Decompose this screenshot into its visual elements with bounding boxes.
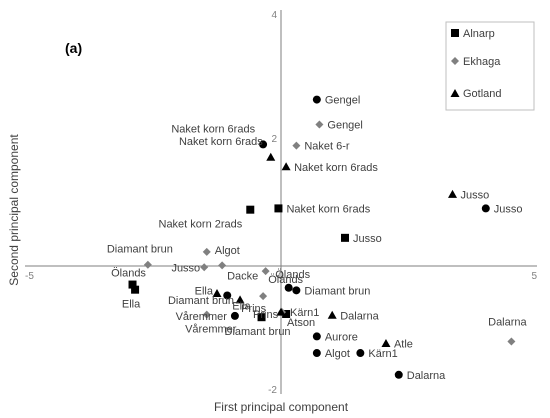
tick-labels: -5 0 5 -2 2 4 <box>25 10 537 396</box>
point-label: Algot <box>215 245 240 257</box>
point-label: Ölands <box>268 274 303 286</box>
point-label: Diamant brun <box>304 285 370 297</box>
gotland-point <box>281 162 291 171</box>
point-label: Naket korn 6rads <box>286 203 370 215</box>
alnarp-point <box>246 205 255 214</box>
ekhaga-point <box>202 247 211 256</box>
ekhaga-point <box>218 261 227 270</box>
point-label: Prins <box>253 309 279 321</box>
x-tick-label: 5 <box>531 271 537 282</box>
legend-marker-alnarp <box>451 29 459 37</box>
gotland-point <box>235 295 245 304</box>
point-label: Atle <box>394 338 413 350</box>
circle-point <box>284 283 293 292</box>
circle-point <box>312 332 321 341</box>
point-label: Gengel <box>325 95 360 107</box>
panel-label: (a) <box>65 40 82 56</box>
x-tick-label: 0 <box>278 271 284 282</box>
gotland-point <box>381 338 391 347</box>
legend-entry-gotland: Gotland <box>450 88 502 100</box>
point-label: Kärn1 <box>368 348 397 360</box>
point-label: Jusso <box>461 189 490 201</box>
point-label: Naket korn 6rads <box>294 162 378 174</box>
x-axis-title: First principal component <box>214 400 349 414</box>
point-label: Atson <box>287 317 315 329</box>
point-label: Ella <box>232 300 251 312</box>
gotland-point <box>212 289 222 298</box>
legend-entry-alnarp: Alnarp <box>451 28 495 40</box>
legend-label-ekhaga: Ekhaga <box>463 56 501 68</box>
ekhaga-point <box>259 292 268 301</box>
point-label: Gengel <box>327 120 362 132</box>
ekhaga-point <box>143 260 152 269</box>
point-label: Aurore <box>325 331 358 343</box>
point-label: Diamant brun <box>225 326 291 338</box>
circle-point <box>259 140 268 149</box>
gotland-point <box>448 189 458 198</box>
point-label: Jusso <box>353 233 382 245</box>
alnarp-point <box>131 285 140 294</box>
ekhaga-point <box>315 120 324 129</box>
point-label: Våremmer <box>176 311 228 323</box>
point-label: Jusso <box>494 203 523 215</box>
legend-box <box>445 21 535 111</box>
data-points <box>128 95 516 379</box>
circle-point <box>312 95 321 104</box>
ekhaga-point <box>292 141 301 150</box>
point-label: Naket 6-r <box>304 141 350 153</box>
point-label: Ella <box>122 299 141 311</box>
circle-point <box>394 370 403 379</box>
y-tick-label: 4 <box>271 10 277 21</box>
alnarp-point <box>128 280 137 289</box>
ekhaga-point <box>200 263 209 272</box>
legend-label-gotland: Gotland <box>463 88 502 100</box>
alnarp-point <box>274 204 283 213</box>
ekhaga-point <box>507 337 516 346</box>
circle-point <box>481 204 490 213</box>
circle-point <box>230 311 239 320</box>
alnarp-point <box>282 310 291 318</box>
legend: Alnarp Ekhaga Gotland <box>445 21 535 111</box>
point-label: Diamant brun <box>107 244 173 256</box>
point-label: Ölands <box>275 269 310 281</box>
ekhaga-point <box>202 310 211 319</box>
point-label: Dalarna <box>488 317 527 329</box>
point-label: Jusso <box>171 262 200 274</box>
point-label: Naket korn 6rads <box>171 123 255 135</box>
y-tick-label: -2 <box>268 385 277 396</box>
legend-entry-ekhaga: Ekhaga <box>451 56 501 68</box>
point-label: Dalarna <box>407 370 446 382</box>
point-label: Våremmer <box>185 324 237 336</box>
point-label: Diamant brun <box>168 295 234 307</box>
legend-marker-gotland <box>450 89 460 97</box>
point-label: Dalarna <box>340 310 379 322</box>
alnarp-point <box>341 233 349 242</box>
alnarp-point <box>257 313 266 322</box>
gotland-point <box>266 152 276 161</box>
ekhaga-point <box>261 267 270 276</box>
gotland-point <box>276 307 286 316</box>
point-label: Prins <box>241 303 267 315</box>
axes <box>25 10 537 394</box>
circle-point <box>356 349 365 358</box>
point-labels: Naket korn 2rads Naket korn 6rads Jusso Öla… <box>107 95 528 382</box>
point-label: Algot <box>325 348 350 360</box>
point-label: Ölands <box>111 268 146 280</box>
y-tick-label: 2 <box>271 134 277 145</box>
legend-marker-ekhaga <box>451 57 459 65</box>
point-label: Kärn1 <box>290 307 319 319</box>
circle-point <box>223 291 232 300</box>
point-label: Dacke <box>227 270 258 282</box>
circle-point <box>312 349 321 358</box>
x-tick-label: -5 <box>25 271 34 282</box>
point-label: Naket korn 6rads <box>179 136 263 148</box>
legend-label-alnarp: Alnarp <box>463 28 495 40</box>
point-label: Naket korn 2rads <box>159 219 243 231</box>
circle-point <box>292 286 301 295</box>
point-label: Ella <box>195 286 214 298</box>
gotland-point <box>327 310 337 319</box>
y-axis-title: Second principal component <box>7 134 21 286</box>
